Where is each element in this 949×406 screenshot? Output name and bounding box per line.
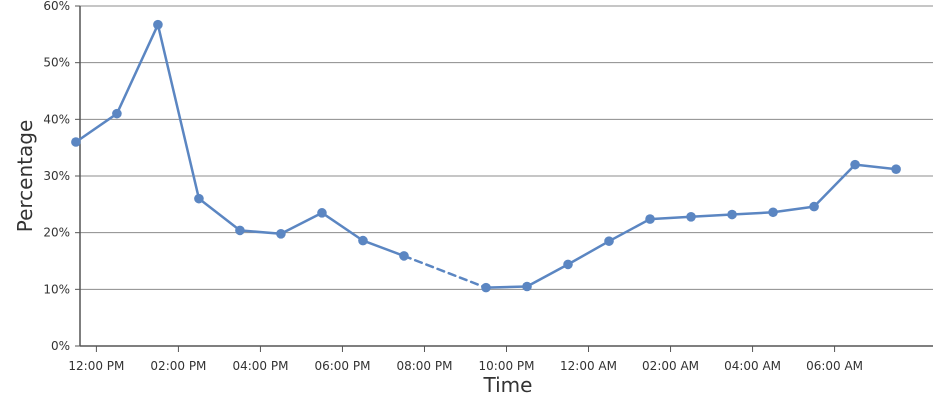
x-tick-label: 10:00 PM [479, 359, 535, 373]
series-line-segment [197, 197, 242, 232]
y-tick-label: 50% [43, 56, 70, 70]
data-point[interactable] [399, 251, 409, 261]
series-line-segment [607, 217, 652, 243]
data-point[interactable] [481, 282, 491, 293]
series-line-segment [730, 211, 775, 216]
series-line-segment [812, 163, 857, 208]
series-line-segment [525, 263, 570, 288]
series-line-segment [320, 211, 365, 242]
x-tick-label: 06:00 AM [806, 359, 863, 373]
data-series [71, 19, 901, 293]
series-gap-segment [402, 254, 488, 289]
x-axis-title: Time [483, 373, 533, 397]
y-tick-label: 10% [43, 282, 70, 296]
series-line-segment [74, 112, 119, 144]
y-tick-label: 60% [43, 0, 70, 13]
data-point[interactable] [153, 19, 163, 30]
data-point[interactable] [317, 208, 327, 218]
series-line-segment [115, 23, 160, 115]
data-point[interactable] [727, 209, 737, 220]
series-line-segment [566, 239, 611, 266]
data-point[interactable] [850, 159, 860, 170]
data-point[interactable] [358, 235, 368, 246]
data-point[interactable] [891, 164, 901, 174]
y-tick-label: 30% [43, 169, 70, 183]
series-line-segment [361, 239, 406, 258]
series-line-segment [853, 163, 898, 171]
x-axis-ticks: 12:00 PM 02:00 PM 04:00 PM 06:00 PM 08:00 PM… [68, 346, 863, 373]
series-line-segment [771, 205, 816, 214]
x-tick-label: 02:00 PM [150, 359, 206, 373]
x-tick-label: 04:00 PM [232, 359, 288, 373]
y-tick-label: 0% [51, 339, 70, 353]
x-tick-label: 12:00 AM [560, 359, 617, 373]
series-line-segment [689, 213, 734, 219]
y-axis-ticks: 0% 10% 20% 30% 40% 50% 60% [43, 0, 80, 353]
data-point[interactable] [235, 225, 245, 236]
data-point[interactable] [686, 212, 696, 222]
x-tick-label: 12:00 PM [68, 359, 124, 373]
data-point[interactable] [71, 137, 81, 147]
data-point[interactable] [276, 229, 286, 239]
data-point[interactable] [194, 193, 204, 204]
grid-lines [80, 5, 933, 290]
series-line-segment [279, 211, 324, 236]
series-line-segment [156, 23, 201, 200]
data-point[interactable] [809, 201, 819, 212]
data-point[interactable] [112, 108, 122, 119]
series-line-segment [238, 229, 283, 236]
y-tick-label: 40% [43, 112, 70, 126]
x-tick-label: 04:00 AM [724, 359, 781, 373]
series-line-segment [484, 285, 529, 289]
data-point[interactable] [604, 236, 614, 246]
data-point[interactable] [645, 214, 655, 224]
series-line-segment [648, 215, 693, 221]
data-point[interactable] [522, 281, 532, 292]
x-tick-label: 06:00 PM [314, 359, 370, 373]
data-point[interactable] [563, 259, 573, 270]
x-tick-label: 08:00 PM [396, 359, 452, 373]
data-point[interactable] [768, 207, 778, 218]
x-tick-label: 02:00 AM [642, 359, 699, 373]
y-axis-title: Percentage [13, 120, 37, 233]
y-tick-label: 20% [43, 226, 70, 240]
